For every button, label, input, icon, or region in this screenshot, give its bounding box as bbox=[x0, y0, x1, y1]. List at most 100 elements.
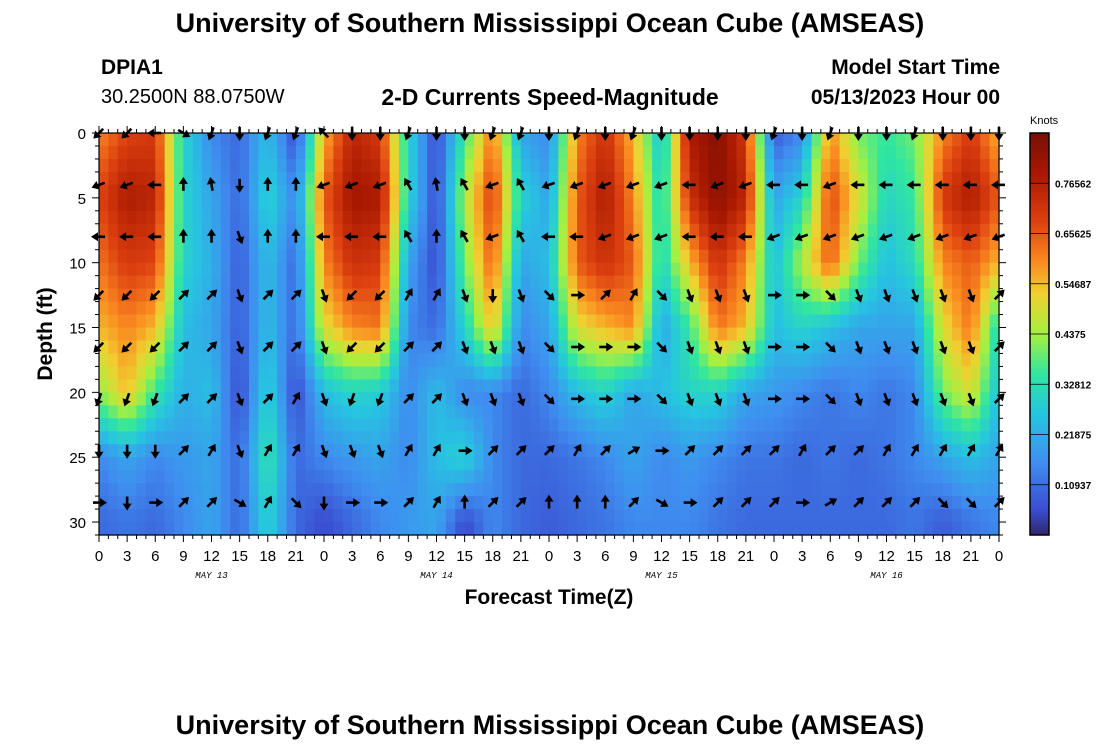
heatmap-cell bbox=[408, 353, 419, 368]
heatmap-cell bbox=[192, 145, 203, 160]
heatmap-cell bbox=[464, 275, 475, 290]
x-tick-label: 0 bbox=[770, 548, 778, 565]
heatmap-cell bbox=[352, 418, 363, 432]
heatmap-cell bbox=[764, 483, 775, 497]
heatmap-cell bbox=[680, 145, 691, 160]
heatmap-cell bbox=[445, 249, 456, 264]
heatmap-cell bbox=[108, 133, 119, 147]
current-arrow bbox=[460, 392, 470, 407]
heatmap-cell bbox=[380, 275, 391, 290]
heatmap-cell bbox=[624, 314, 634, 329]
heatmap-cell bbox=[952, 340, 963, 355]
heatmap-cell bbox=[399, 418, 409, 432]
heatmap-cell bbox=[905, 418, 916, 432]
heatmap-cell bbox=[220, 405, 231, 419]
current-arrow bbox=[121, 289, 133, 301]
heatmap-cell bbox=[942, 184, 953, 199]
heatmap-cell bbox=[661, 301, 672, 316]
heatmap-cell bbox=[670, 133, 681, 147]
heatmap-cell bbox=[886, 392, 897, 406]
heatmap-cell bbox=[277, 366, 288, 380]
heatmap-cell bbox=[624, 444, 634, 458]
heatmap-cell bbox=[858, 288, 869, 303]
heatmap-cell bbox=[792, 197, 803, 212]
heatmap-cell bbox=[980, 379, 991, 393]
heatmap-cell bbox=[624, 262, 634, 277]
current-arrow bbox=[768, 445, 780, 456]
heatmap-cell bbox=[774, 184, 784, 199]
heatmap-cell bbox=[502, 340, 513, 355]
heatmap-cell bbox=[708, 431, 719, 445]
heatmap-cell bbox=[530, 470, 541, 484]
heatmap-cell bbox=[258, 314, 269, 329]
heatmap-cell bbox=[895, 249, 906, 264]
heatmap-cell bbox=[642, 353, 653, 368]
heatmap-cell bbox=[914, 392, 925, 406]
heatmap-cell bbox=[249, 184, 259, 199]
heatmap-cell bbox=[174, 197, 184, 212]
heatmap-cell bbox=[408, 301, 419, 316]
heatmap-cell bbox=[483, 171, 494, 186]
current-arrow bbox=[768, 290, 782, 300]
chart-subtitle: 2-D Currents Speed-Magnitude bbox=[381, 84, 719, 110]
heatmap-cell bbox=[380, 249, 391, 264]
heatmap-cell bbox=[624, 496, 634, 510]
current-arrow bbox=[403, 393, 415, 405]
heatmap-cell bbox=[370, 483, 381, 497]
current-arrow bbox=[263, 495, 273, 509]
heatmap-cell bbox=[792, 236, 803, 251]
heatmap-cell bbox=[670, 171, 681, 186]
heatmap-cell bbox=[633, 249, 644, 264]
heatmap-cell bbox=[108, 340, 119, 355]
heatmap-cell bbox=[924, 275, 934, 290]
heatmap-cell bbox=[174, 522, 184, 536]
heatmap-cell bbox=[192, 236, 203, 251]
heatmap-cell bbox=[333, 249, 344, 264]
heatmap-cell bbox=[539, 392, 550, 406]
heatmap-cell bbox=[258, 470, 269, 484]
heatmap-cell bbox=[192, 158, 203, 173]
heatmap-cell bbox=[961, 431, 972, 445]
heatmap-cell bbox=[961, 275, 972, 290]
current-arrow bbox=[516, 289, 526, 303]
heatmap-cell bbox=[361, 314, 372, 329]
heatmap-cell bbox=[333, 405, 344, 419]
heatmap-cell bbox=[389, 314, 400, 329]
heatmap-cell bbox=[108, 288, 119, 303]
heatmap-cell bbox=[220, 158, 231, 173]
heatmap-cell bbox=[549, 210, 559, 225]
heatmap-cell bbox=[539, 366, 550, 380]
heatmap-cell bbox=[342, 522, 353, 536]
current-arrow bbox=[571, 394, 586, 404]
current-arrow bbox=[597, 180, 612, 190]
heatmap-cell bbox=[455, 496, 466, 510]
heatmap-cell bbox=[661, 366, 672, 380]
heatmap-cell bbox=[989, 431, 1000, 445]
heatmap-cell bbox=[155, 457, 166, 471]
heatmap-cell bbox=[830, 457, 841, 471]
heatmap-cell bbox=[605, 236, 616, 251]
heatmap-cell bbox=[736, 457, 747, 471]
heatmap-cell bbox=[295, 405, 306, 419]
heatmap-cell bbox=[867, 470, 878, 484]
heatmap-cell bbox=[445, 418, 456, 432]
heatmap-cell bbox=[614, 210, 625, 225]
heatmap-cell bbox=[952, 431, 963, 445]
heatmap-cell bbox=[183, 444, 194, 458]
heatmap-cell bbox=[633, 379, 644, 393]
heatmap-cell bbox=[258, 353, 269, 368]
heatmap-cell bbox=[727, 262, 738, 277]
heatmap-cell bbox=[511, 171, 522, 186]
current-arrow bbox=[291, 443, 301, 457]
heatmap-cell bbox=[117, 470, 128, 484]
heatmap-cell bbox=[277, 223, 288, 238]
heatmap-cell bbox=[230, 496, 241, 510]
heatmap-cell bbox=[267, 470, 278, 484]
heatmap-cell bbox=[511, 262, 522, 277]
heatmap-cell bbox=[886, 133, 897, 147]
heatmap-cell bbox=[783, 223, 794, 238]
heatmap-cell bbox=[952, 145, 963, 160]
heatmap-cell bbox=[408, 314, 419, 329]
heatmap-cell bbox=[155, 379, 166, 393]
heatmap-cell bbox=[117, 262, 128, 277]
